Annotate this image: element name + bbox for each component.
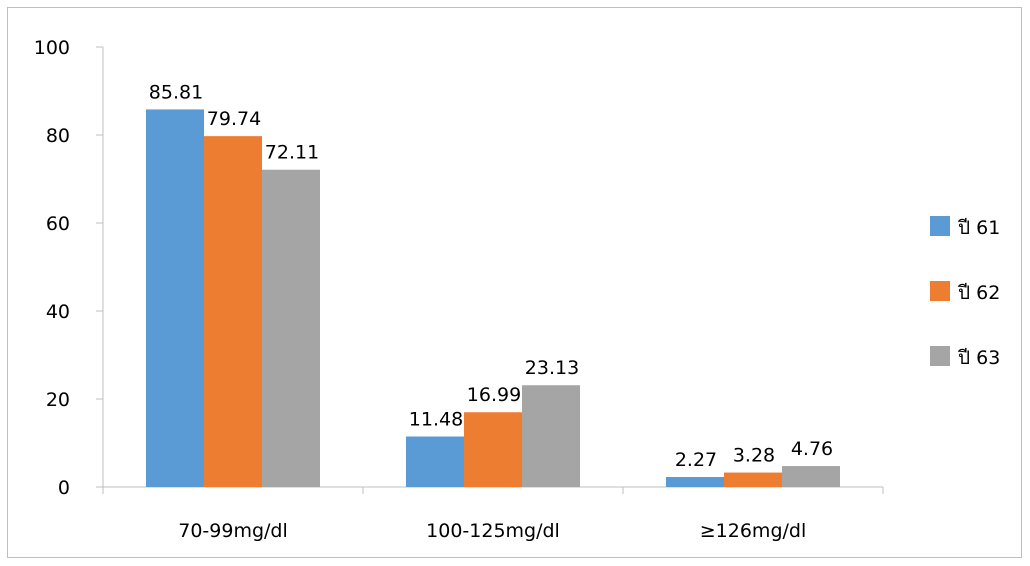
y-tick-label: 80 [46,125,70,147]
legend-label: ปี 63 [957,347,1000,369]
bar [406,436,464,487]
y-tick-label: 60 [46,213,70,235]
legend: ปี 61 ปี 62 ปี 63 [930,216,1000,369]
bar [204,136,262,488]
legend-swatch [930,216,950,236]
x-tick-label: ≥126mg/dl [700,520,807,542]
bar [262,169,320,487]
y-tick-label: 40 [46,301,70,323]
legend-label: ปี 62 [957,282,1000,304]
data-label: 79.74 [207,108,261,130]
data-label: 85.81 [149,81,203,103]
legend-label: ปี 61 [957,217,1000,239]
bars [146,109,840,488]
y-tick-label: 0 [58,477,70,499]
y-tick-label: 20 [46,389,70,411]
x-tick-labels: 70-99mg/dl 100-125mg/dl ≥126mg/dl [178,520,806,542]
data-label: 72.11 [265,142,319,164]
data-label: 23.13 [525,357,579,379]
data-label: 3.28 [733,445,775,467]
bar [146,109,204,487]
y-tick-labels: 0 20 40 60 80 100 [34,37,70,499]
data-label: 11.48 [409,408,463,430]
legend-swatch [930,346,950,366]
y-tick-label: 100 [34,37,70,59]
data-label: 16.99 [467,384,521,406]
bar [522,385,580,487]
bar [782,466,840,487]
bar [464,412,522,487]
x-tick-label: 100-125mg/dl [426,520,560,542]
data-label: 4.76 [791,438,833,460]
data-label: 2.27 [675,449,717,471]
legend-swatch [930,281,950,301]
bar [724,472,782,487]
x-tick-label: 70-99mg/dl [178,520,288,542]
bar [666,477,724,487]
